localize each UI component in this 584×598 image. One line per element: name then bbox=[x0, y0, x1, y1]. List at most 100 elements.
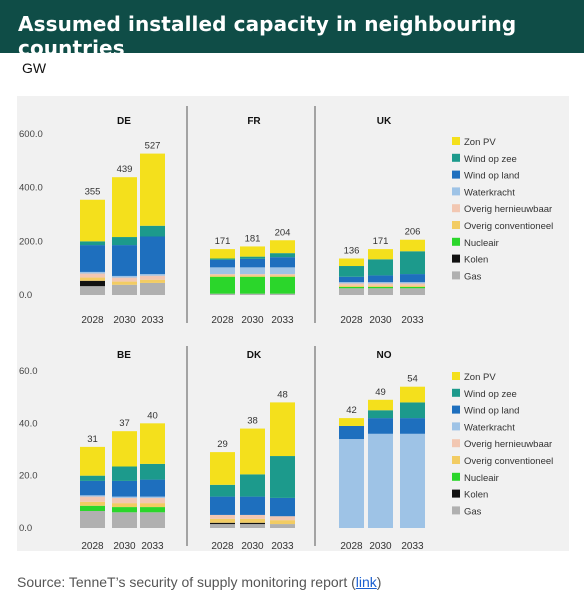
bar-segment bbox=[368, 410, 393, 419]
bar-segment bbox=[270, 253, 295, 258]
bar-total-label: 31 bbox=[87, 434, 98, 445]
legend-label: Kolen bbox=[464, 490, 488, 501]
legend-label: Wind op zee bbox=[464, 154, 517, 165]
x-tick-label: 2030 bbox=[113, 541, 136, 551]
bar-segment bbox=[80, 241, 105, 246]
bar-segment bbox=[368, 399, 393, 411]
legend-label: Wind op zee bbox=[464, 389, 517, 400]
bar-total-label: 439 bbox=[117, 164, 133, 175]
y-tick-label: 400.0 bbox=[19, 183, 43, 194]
bar-segment bbox=[80, 475, 105, 481]
y-tick-label: 600.0 bbox=[19, 129, 43, 140]
legend-label: Nucleair bbox=[464, 238, 499, 249]
y-tick-label: 60.0 bbox=[19, 366, 38, 377]
y-tick-label: 200.0 bbox=[19, 236, 43, 247]
bar-total-label: 54 bbox=[407, 374, 418, 385]
bar-segment bbox=[80, 277, 105, 281]
x-tick-label: 2033 bbox=[401, 541, 424, 551]
bar-total-label: 48 bbox=[277, 389, 288, 400]
legend-swatch bbox=[452, 372, 460, 380]
bar-segment bbox=[210, 276, 235, 294]
bar-segment bbox=[112, 503, 137, 508]
bar-segment bbox=[240, 514, 265, 519]
x-tick-label: 2033 bbox=[141, 315, 164, 326]
bar-segment bbox=[140, 236, 165, 275]
bar-segment bbox=[240, 428, 265, 475]
bar-segment bbox=[140, 507, 165, 513]
bar-segment bbox=[368, 288, 393, 295]
bar-segment bbox=[140, 479, 165, 497]
bar-segment bbox=[80, 501, 105, 506]
x-tick-label: 2030 bbox=[369, 315, 392, 326]
x-tick-label: 2033 bbox=[271, 315, 294, 326]
country-title: DE bbox=[117, 116, 131, 127]
legend-label: Overig conventioneel bbox=[464, 456, 553, 467]
country-title: DK bbox=[247, 350, 262, 361]
bar-segment bbox=[368, 282, 393, 284]
bar-segment bbox=[112, 245, 137, 276]
x-tick-label: 2030 bbox=[241, 541, 264, 551]
bar-segment bbox=[400, 288, 425, 295]
legend-swatch bbox=[452, 271, 460, 280]
source-link[interactable]: link bbox=[355, 574, 377, 590]
bar-total-label: 527 bbox=[145, 141, 161, 152]
chart-panel: 600.0 400.0 200.0 0.0 DE 355 2028 439 2030 527 203… bbox=[17, 96, 569, 551]
bar-segment bbox=[210, 496, 235, 515]
legend-label: Wind op land bbox=[464, 406, 519, 417]
bar-segment bbox=[400, 418, 425, 434]
legend-label: Waterkracht bbox=[464, 187, 515, 198]
bar-segment bbox=[140, 497, 165, 504]
bar-segment bbox=[240, 524, 265, 528]
capacity-chart: 600.0400.0200.00.0DE35520284392030527203… bbox=[19, 106, 553, 551]
bar-segment bbox=[240, 256, 265, 259]
bar-segment bbox=[80, 446, 105, 476]
bar-segment bbox=[80, 496, 105, 502]
bar-segment bbox=[140, 275, 165, 280]
bar-segment bbox=[368, 286, 393, 289]
bar-segment bbox=[112, 281, 137, 285]
bar-segment bbox=[80, 286, 105, 295]
bar-segment bbox=[140, 153, 165, 226]
bar-segment bbox=[368, 418, 393, 434]
bar-segment bbox=[112, 284, 137, 295]
bar-segment bbox=[140, 512, 165, 528]
bar-segment bbox=[80, 245, 105, 272]
bar-segment bbox=[112, 277, 137, 282]
bar-segment bbox=[240, 267, 265, 275]
bar-segment bbox=[80, 273, 105, 278]
legend-swatch bbox=[452, 388, 460, 397]
bar-segment bbox=[210, 484, 235, 497]
bar-segment bbox=[112, 497, 137, 504]
bar-segment bbox=[339, 266, 364, 277]
bar-segment bbox=[400, 251, 425, 275]
bar-segment bbox=[80, 271, 105, 274]
bar-segment bbox=[400, 283, 425, 286]
y-tick-label: 40.0 bbox=[19, 418, 38, 429]
bar-segment bbox=[140, 282, 165, 295]
bar-segment bbox=[339, 258, 364, 267]
bar-segment bbox=[80, 505, 105, 511]
legend-swatch bbox=[452, 405, 460, 414]
bar-segment bbox=[339, 418, 364, 426]
bar-total-label: 206 bbox=[405, 227, 421, 238]
legend-label: Gas bbox=[464, 271, 482, 282]
bar-segment bbox=[339, 285, 364, 287]
bar-segment bbox=[240, 293, 265, 295]
bar-segment bbox=[140, 503, 165, 508]
y-tick-label: 20.0 bbox=[19, 471, 38, 482]
bar-segment bbox=[368, 259, 393, 276]
legend-label: Overig hernieuwbaar bbox=[464, 204, 552, 215]
bar-segment bbox=[270, 524, 295, 528]
bar-total-label: 37 bbox=[119, 418, 130, 429]
bar-segment bbox=[112, 466, 137, 481]
bar-segment bbox=[270, 516, 295, 521]
x-tick-label: 2028 bbox=[81, 315, 104, 326]
bar-segment bbox=[112, 177, 137, 238]
bar-total-label: 171 bbox=[373, 236, 389, 247]
source-text: Source: TenneT’s security of supply moni… bbox=[17, 574, 356, 590]
bar-segment bbox=[368, 285, 393, 287]
bar-segment bbox=[400, 274, 425, 283]
legend-label: Overig conventioneel bbox=[464, 221, 553, 232]
bar-segment bbox=[240, 496, 265, 515]
x-tick-label: 2033 bbox=[271, 541, 294, 551]
